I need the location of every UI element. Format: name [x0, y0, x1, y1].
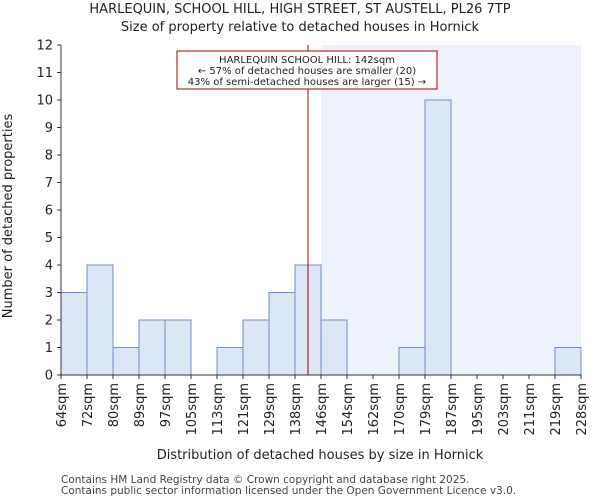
- x-tick-label: 89sqm: [133, 383, 148, 427]
- y-tick-label: 11: [36, 66, 53, 81]
- y-tick-label: 10: [36, 94, 53, 109]
- x-tick-label: 64sqm: [55, 383, 70, 427]
- y-tick-label: 1: [45, 341, 53, 356]
- x-tick-label: 162sqm: [367, 383, 382, 436]
- x-axis-label: Distribution of detached houses by size …: [157, 448, 484, 463]
- y-tick-label: 7: [45, 176, 53, 191]
- bar-64sqm: [60, 292, 88, 376]
- annotation-box: [176, 50, 438, 90]
- x-tick-label: 170sqm: [393, 383, 408, 436]
- y-tick-label: 0: [45, 369, 53, 384]
- y-tick-label: 9: [45, 121, 53, 136]
- x-tick-label: 228sqm: [575, 383, 590, 436]
- y-tick-label: 8: [45, 149, 53, 164]
- x-tick-label: 187sqm: [445, 383, 460, 436]
- x-tick-label: 179sqm: [419, 383, 434, 436]
- bar-80sqm: [112, 347, 140, 376]
- bar-170sqm: [398, 347, 426, 376]
- x-tick-label: 203sqm: [497, 383, 512, 436]
- x-tick-label: 113sqm: [211, 383, 226, 436]
- bar-97sqm: [164, 319, 192, 376]
- y-tick-label: 5: [45, 231, 53, 246]
- x-tick-label: 154sqm: [341, 383, 356, 436]
- x-tick-label: 105sqm: [185, 383, 200, 436]
- bar-89sqm: [138, 319, 166, 376]
- y-axis-label: Number of detached properties: [1, 114, 16, 319]
- x-tick-label: 219sqm: [549, 383, 564, 436]
- bar-113sqm: [216, 347, 244, 376]
- bar-129sqm: [268, 292, 296, 376]
- footer-copyright: Contains HM Land Registry data © Crown c…: [61, 474, 470, 486]
- chart-title: HARLEQUIN, SCHOOL HILL, HIGH STREET, ST …: [89, 2, 511, 17]
- y-tick-label: 2: [45, 314, 53, 329]
- y-tick-label: 4: [45, 259, 53, 274]
- bar-179sqm: [424, 99, 452, 376]
- x-tick-label: 138sqm: [289, 383, 304, 436]
- bar-121sqm: [242, 319, 270, 376]
- x-tick-label: 72sqm: [81, 383, 96, 427]
- footer-licence: Contains public sector information licen…: [61, 485, 517, 497]
- y-tick-label: 12: [36, 39, 53, 54]
- bar-72sqm: [86, 264, 114, 376]
- x-tick-label: 211sqm: [523, 383, 538, 436]
- annotation-line-2: ← 57% of detached houses are smaller (20…: [198, 66, 416, 77]
- annotation-line-1: HARLEQUIN SCHOOL HILL: 142sqm: [219, 55, 395, 66]
- chart-subtitle: Size of property relative to detached ho…: [120, 20, 480, 35]
- x-tick-label: 195sqm: [471, 383, 486, 436]
- bar-146sqm: [320, 319, 348, 376]
- x-tick-label: 146sqm: [315, 383, 330, 436]
- x-tick-label: 121sqm: [237, 383, 252, 436]
- bar-219sqm: [554, 347, 582, 376]
- x-tick-label: 80sqm: [107, 383, 122, 427]
- x-tick-label: 129sqm: [263, 383, 278, 436]
- y-tick-label: 6: [45, 204, 53, 219]
- y-tick-label: 3: [45, 286, 53, 301]
- x-tick-label: 97sqm: [159, 383, 174, 427]
- annotation-line-3: 43% of semi-detached houses are larger (…: [188, 77, 426, 88]
